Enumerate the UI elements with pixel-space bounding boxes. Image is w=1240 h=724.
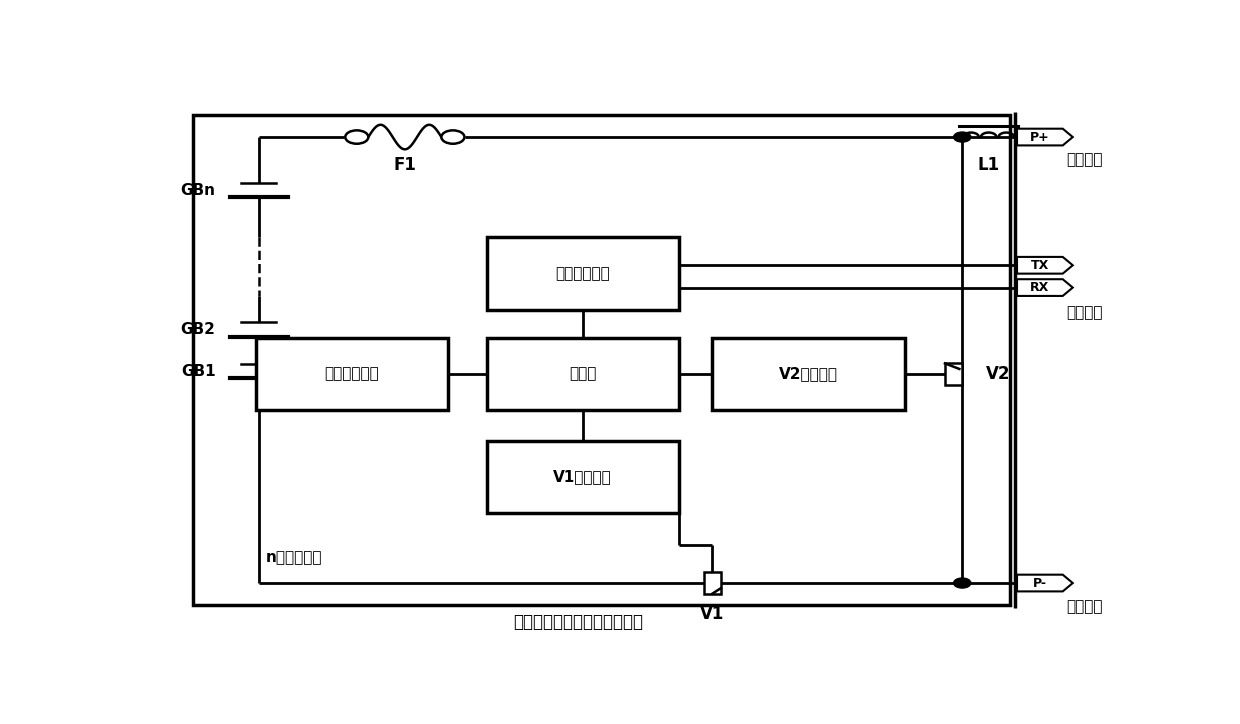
Text: 参数检测电路: 参数检测电路 <box>325 366 379 382</box>
Polygon shape <box>1017 279 1073 296</box>
Bar <box>486 337 678 411</box>
Bar <box>193 115 1011 605</box>
Text: 通信接口: 通信接口 <box>1066 305 1102 320</box>
Bar <box>704 573 720 594</box>
Text: 单片机: 单片机 <box>569 366 596 382</box>
Text: 串联电池模块及电池管理电路: 串联电池模块及电池管理电路 <box>513 613 642 631</box>
Bar <box>486 441 678 513</box>
Text: P+: P+ <box>1030 130 1050 143</box>
Text: GB2: GB2 <box>181 322 216 337</box>
Polygon shape <box>1017 257 1073 274</box>
Circle shape <box>345 130 368 144</box>
Text: TX: TX <box>1030 258 1049 272</box>
Text: GBn: GBn <box>181 182 216 198</box>
Bar <box>712 337 905 411</box>
Bar <box>486 237 678 310</box>
Text: L1: L1 <box>977 156 999 174</box>
Text: 输出负极: 输出负极 <box>1066 599 1102 614</box>
Text: 输出正极: 输出正极 <box>1066 152 1102 167</box>
Text: n节串联电池: n节串联电池 <box>265 550 322 565</box>
Circle shape <box>441 130 465 144</box>
Text: V1驱动电路: V1驱动电路 <box>553 470 613 484</box>
Text: V2: V2 <box>986 365 1011 383</box>
Text: RX: RX <box>1030 281 1049 294</box>
Text: V2驱动电路: V2驱动电路 <box>779 366 838 382</box>
Polygon shape <box>1017 575 1073 592</box>
Circle shape <box>954 578 971 588</box>
Text: F1: F1 <box>393 156 417 174</box>
Circle shape <box>954 132 971 142</box>
Text: 通信接口电路: 通信接口电路 <box>556 266 610 281</box>
Text: P-: P- <box>1033 576 1047 589</box>
Polygon shape <box>1017 129 1073 146</box>
Text: GB1: GB1 <box>181 363 216 379</box>
Bar <box>945 363 962 384</box>
Bar <box>255 337 448 411</box>
Text: V1: V1 <box>701 605 724 623</box>
